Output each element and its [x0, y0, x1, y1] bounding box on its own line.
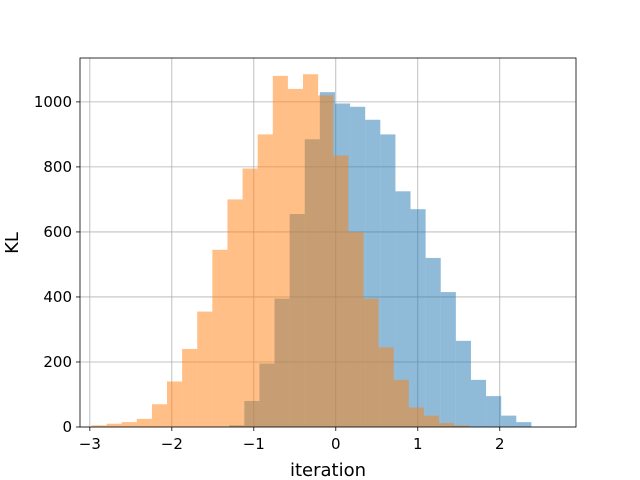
y-tick-label: 0 [62, 418, 72, 436]
y-tick-label: 800 [43, 158, 72, 176]
histogram-bar-series-2 [303, 74, 319, 428]
histogram-bar-series-2 [272, 75, 288, 428]
histogram-bar-series-1 [440, 292, 456, 427]
histogram-bar-series-1 [395, 191, 411, 427]
histogram-bar-series-2 [167, 381, 183, 427]
histogram-bar-series-2 [393, 379, 409, 427]
histogram-bar-series-2 [408, 407, 424, 427]
histogram-bar-series-2 [257, 134, 273, 427]
histogram-bar-series-2 [91, 425, 107, 427]
histogram-bar-series-2 [227, 199, 243, 427]
histogram-bar-series-2 [182, 348, 198, 427]
y-tick-label: 200 [43, 353, 72, 371]
histogram-bar-series-2 [212, 249, 228, 427]
histogram-bar-series-2 [106, 423, 122, 427]
histogram-bar-series-1 [470, 379, 487, 427]
histogram-bar-series-2 [318, 95, 334, 427]
y-tick-label: 600 [43, 223, 72, 241]
y-axis-ticks: 0 200 400 600 800 1000 [34, 93, 80, 436]
histogram-bar-series-2 [363, 298, 379, 427]
histogram-bars [91, 74, 532, 428]
histogram-bar-series-1 [425, 257, 441, 427]
histogram-bar-series-1 [516, 422, 532, 427]
x-tick-label: 0 [331, 435, 341, 453]
histogram-bar-series-2 [333, 155, 349, 428]
x-axis-label: iteration [290, 460, 366, 480]
histogram-bar-series-2 [348, 231, 364, 427]
x-tick-label: −2 [161, 435, 183, 453]
plot-frame [79, 57, 577, 428]
histogram-bar-series-2 [438, 423, 455, 427]
y-tick-label: 1000 [34, 93, 72, 111]
histogram-bar-series-2 [121, 422, 137, 427]
histogram-bar-series-2 [454, 425, 470, 427]
histogram-bar-series-1 [486, 396, 502, 427]
x-tick-label: 1 [413, 435, 423, 453]
x-tick-label: 2 [495, 435, 505, 453]
x-axis-ticks: −3 −2 −1 0 1 2 [79, 427, 505, 453]
histogram-bar-series-2 [197, 311, 213, 427]
histogram-bar-series-2 [136, 418, 152, 427]
y-tick-label: 400 [43, 288, 72, 306]
histogram-bar-series-2 [423, 415, 439, 427]
y-axis-label: KL [2, 232, 23, 254]
histogram-bar-series-1 [455, 340, 471, 427]
histogram-bar-series-2 [287, 88, 304, 427]
x-tick-label: −1 [243, 435, 265, 453]
x-tick-label: −3 [79, 435, 101, 453]
histogram-bar-series-2 [151, 404, 168, 427]
histogram-bar-series-1 [501, 415, 517, 427]
histogram-bar-series-2 [242, 168, 258, 427]
histogram-bar-series-2 [378, 347, 394, 427]
histogram-bar-series-1 [410, 209, 426, 427]
